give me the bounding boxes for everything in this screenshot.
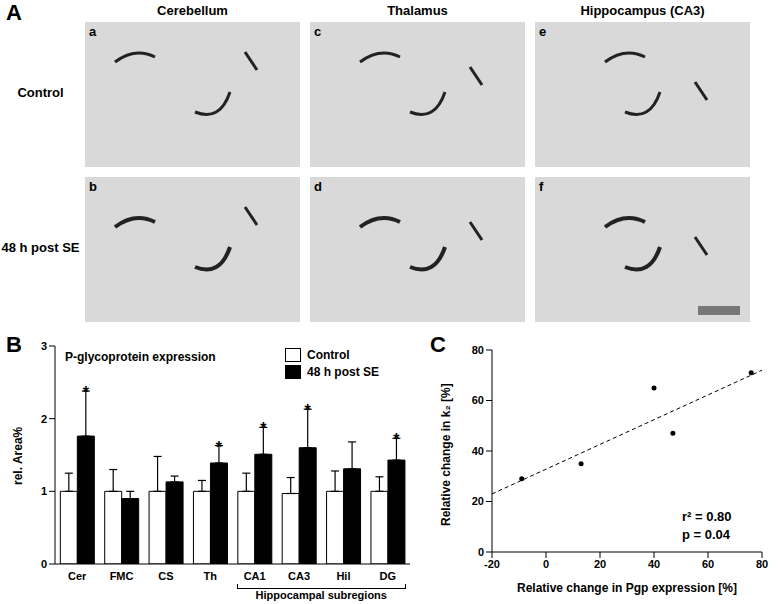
html-text:e: e — [539, 24, 547, 39]
svg-text:3: 3 — [41, 340, 47, 352]
svg-text:60: 60 — [472, 394, 484, 406]
svg-text:*: * — [305, 402, 312, 419]
html-text:Hippocampal subregions: Hippocampal subregions — [255, 589, 387, 601]
svg-text:*: * — [83, 384, 90, 401]
svg-text:Relative change in k₂ [%]: Relative change in k₂ [%] — [439, 383, 453, 526]
html-text:Control: Control — [307, 348, 350, 362]
svg-text:-20: -20 — [484, 558, 500, 570]
svg-text:Th: Th — [204, 570, 218, 582]
svg-text:0: 0 — [543, 558, 549, 570]
html-text:48 h post SE: 48 h post SE — [1, 239, 80, 255]
svg-text:80: 80 — [472, 344, 484, 356]
html-text:48 h post SE: 48 h post SE — [307, 365, 379, 379]
svg-text:0: 0 — [41, 558, 47, 570]
svg-text:*: * — [393, 431, 400, 448]
html-text:p = 0.04: p = 0.04 — [682, 527, 731, 542]
svg-text:2: 2 — [41, 413, 47, 425]
html-text:b: b — [89, 179, 97, 194]
svg-text:Hil: Hil — [336, 570, 350, 582]
svg-text:20: 20 — [472, 495, 484, 507]
html-text:Hippocampus (CA3): Hippocampus (CA3) — [580, 3, 705, 18]
html-text:Thalamus: Thalamus — [387, 3, 448, 18]
html-text:C: C — [430, 332, 446, 357]
svg-text:20: 20 — [594, 558, 606, 570]
svg-text:60: 60 — [702, 558, 714, 570]
svg-text:*: * — [260, 420, 267, 437]
html-text:f: f — [539, 179, 544, 194]
html-text:d: d — [314, 179, 322, 194]
html-text:Cerebellum: Cerebellum — [157, 3, 228, 18]
svg-text:CS: CS — [158, 570, 173, 582]
html-text:r² = 0.80: r² = 0.80 — [682, 509, 732, 524]
svg-text:rel. Area%: rel. Area% — [11, 426, 25, 485]
svg-text:DG: DG — [380, 570, 397, 582]
html-text:A: A — [6, 0, 22, 25]
svg-text:Cer: Cer — [68, 570, 87, 582]
html-text:Control: Control — [17, 84, 64, 100]
svg-text:FMC: FMC — [110, 570, 134, 582]
svg-text:40: 40 — [472, 445, 484, 457]
html-text:a: a — [89, 24, 97, 39]
svg-text:80: 80 — [756, 558, 768, 570]
svg-text:40: 40 — [648, 558, 660, 570]
svg-text:1: 1 — [41, 485, 47, 497]
html-text:B: B — [6, 332, 22, 357]
html-text:c: c — [314, 24, 322, 39]
svg-text:0: 0 — [478, 546, 484, 558]
svg-text:CA3: CA3 — [288, 570, 310, 582]
html-text:P-glycoprotein expression: P-glycoprotein expression — [65, 350, 216, 364]
svg-text:*: * — [216, 439, 223, 456]
svg-text:Relative change in Pgp express: Relative change in Pgp expression [%] — [517, 581, 737, 595]
svg-text:CA1: CA1 — [244, 570, 266, 582]
